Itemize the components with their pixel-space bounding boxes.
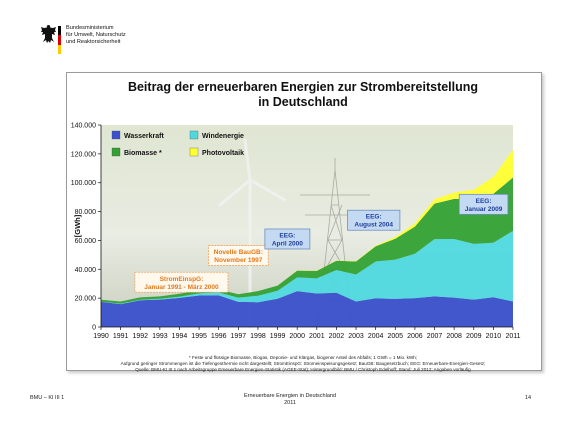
flag-gold	[58, 44, 61, 54]
x-tick-label: 1997	[231, 333, 247, 340]
y-tick-label: 0	[92, 325, 96, 332]
x-tick-label: 1996	[211, 333, 227, 340]
annotation-box	[458, 193, 509, 215]
annotation-text: April 2000	[272, 240, 303, 247]
annotation-box	[264, 228, 311, 250]
legend-label: Windenergie	[202, 133, 244, 140]
x-tick-label: 2002	[329, 333, 345, 340]
annotation-text: EEG:	[476, 198, 492, 205]
area-biomasse	[101, 177, 513, 304]
annotation-box	[347, 209, 401, 231]
chart-title-line: in Deutschland	[258, 95, 348, 109]
legend-swatch	[111, 130, 121, 140]
footer-title: Erneuerbare Energien in Deutschland 2011	[200, 393, 380, 406]
turbine-blade	[218, 178, 252, 207]
legend-swatch	[189, 130, 199, 140]
annotation-text: August 2004	[354, 222, 393, 229]
y-tick-label: 60.000	[75, 238, 97, 245]
x-tick-label: 1991	[113, 333, 129, 340]
legend-swatch	[111, 147, 121, 157]
footnotes: * Feste und flüssige Biomasse, Biogas, D…	[66, 355, 540, 372]
annotation-box	[134, 271, 229, 293]
footer-title-line: 2011	[284, 399, 296, 406]
x-tick-label: 2003	[348, 333, 364, 340]
ministry-name: Bundesministerium für Umwelt, Naturschut…	[66, 25, 126, 46]
ministry-line: und Reaktorsicherheit	[66, 39, 121, 45]
y-tick-label: 140.000	[71, 123, 96, 130]
x-tick-label: 2000	[289, 333, 305, 340]
x-tick-label: 2007	[427, 333, 443, 340]
flag-red	[58, 35, 61, 45]
area-windenergie	[101, 230, 513, 305]
annotation-text: StromEinspG:	[160, 276, 204, 283]
y-tick-label: 40.000	[75, 267, 97, 274]
y-tick-label: 80.000	[75, 209, 97, 216]
page-number: 14	[525, 395, 532, 401]
footnote-line: * Feste und flüssige Biomasse, Biogas, D…	[188, 355, 418, 360]
y-axis-label: [GWh]	[73, 214, 82, 237]
chart-title: Beitrag der erneuerbaren Energien zur St…	[66, 80, 540, 110]
y-tick-label: 120.000	[71, 151, 96, 158]
x-tick-label: 2001	[309, 333, 325, 340]
x-tick-label: 1990	[93, 333, 109, 340]
legend-swatch	[189, 147, 199, 157]
flag-stripe	[58, 26, 61, 54]
turbine-blade	[248, 178, 287, 202]
x-tick-label: 2010	[486, 333, 502, 340]
annotation-box	[208, 245, 269, 266]
x-tick-label: 2011	[505, 333, 520, 340]
flag-black	[58, 26, 61, 36]
x-tick-label: 2009	[466, 333, 482, 340]
ministry-line: Bundesministerium	[66, 25, 114, 31]
footnote-line: Quelle: BMU-KI III 1 nach Arbeitsgruppe …	[135, 366, 471, 372]
legend-label: Wasserkraft	[124, 133, 164, 140]
x-tick-label: 1999	[270, 333, 286, 340]
x-tick-label: 1993	[152, 333, 168, 340]
eagle-icon	[41, 25, 56, 43]
footer-title-line: Erneuerbare Energien in Deutschland	[243, 393, 337, 399]
annotation-text: Januar 1991 - März 2000	[144, 284, 219, 291]
annotation-text: November 1997	[214, 257, 262, 264]
y-tick-label: 20.000	[75, 296, 97, 303]
footnote-line: Aufgrund geringer Strommengen ist die Ti…	[120, 360, 486, 366]
footer-department: BMU – KI III 1	[30, 395, 65, 401]
annotations: StromEinspG:Januar 1991 - März 2000 Novel…	[134, 193, 509, 293]
turbine-blade	[243, 138, 252, 182]
legend-label: Biomasse *	[124, 150, 162, 157]
annotation-text: Januar 2009	[465, 206, 503, 213]
x-tick-label: 2006	[407, 333, 423, 340]
x-tick-label: 1994	[172, 333, 188, 340]
annotation-text: EEG:	[366, 214, 382, 221]
annotation-text: EEG:	[279, 232, 295, 239]
x-tick-label: 2005	[387, 333, 403, 340]
x-tick-label: 1992	[132, 333, 148, 340]
x-tick-label: 1995	[191, 333, 207, 340]
area-series	[101, 149, 513, 327]
chart-title-line: Beitrag der erneuerbaren Energien zur St…	[127, 80, 479, 94]
x-tick-label: 2004	[368, 333, 384, 340]
legend: Wasserkraft Windenergie Biomasse * Photovol…	[111, 130, 244, 157]
annotation-text: Novelle BauGB:	[214, 249, 263, 256]
y-tick-label: 100.000	[71, 180, 96, 187]
x-tick-label: 2008	[446, 333, 462, 340]
ministry-line: für Umwelt, Naturschutz	[66, 32, 126, 38]
axes: 0 20.000 40.000 60.000 80.000 100.000 120.000 1…	[71, 123, 521, 341]
legend-label: Photovoltaik	[202, 150, 244, 157]
x-tick-label: 1998	[250, 333, 266, 340]
area-wasserkraft	[101, 291, 513, 327]
